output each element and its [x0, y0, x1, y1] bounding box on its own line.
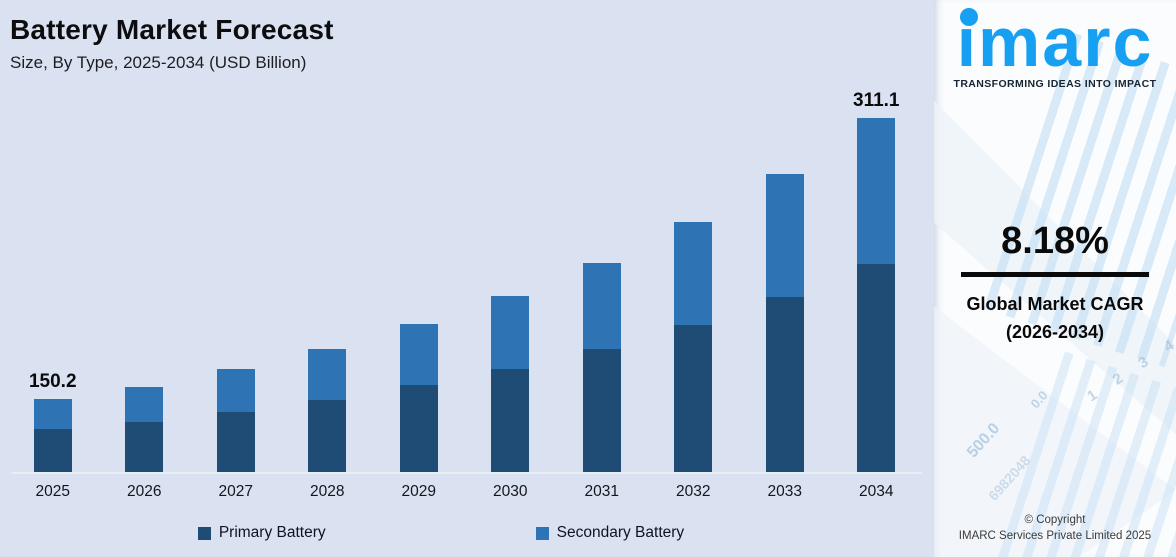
secondary-segment-2032 [674, 222, 713, 325]
secondary-segment-2028 [308, 349, 347, 400]
x-tick-2028: 2028 [310, 483, 345, 500]
primary-segment-2027 [216, 412, 255, 473]
bar-value-label-2034: 311.1 [853, 90, 900, 111]
stacked-bar-2034 [857, 118, 896, 473]
chart-subtitle: Size, By Type, 2025-2034 (USD Billion) [10, 53, 307, 72]
copyright: © Copyright IMARC Services Private Limit… [934, 512, 1176, 545]
secondary-segment-2029 [399, 324, 438, 385]
stacked-bar-2032 [674, 222, 713, 473]
bar-slot-2025: 150.2 [7, 102, 99, 473]
bar-slot-2033 [739, 102, 831, 473]
primary-segment-2025 [33, 429, 72, 473]
primary-segment-2029 [399, 385, 438, 473]
bar-slot-2026 [99, 102, 191, 473]
secondary-segment-2025 [33, 399, 72, 429]
x-tick-2025: 2025 [35, 483, 70, 500]
chart-header: Battery Market Forecast Size, By Type, 2… [10, 14, 334, 73]
secondary-segment-2027 [216, 369, 255, 412]
primary-segment-2032 [674, 325, 713, 473]
stacked-bar-2031 [582, 263, 621, 473]
x-axis-line [12, 472, 922, 474]
secondary-segment-2033 [765, 174, 804, 297]
bar-value-label-2025: 150.2 [28, 371, 77, 392]
chart-legend: Primary Battery Secondary Battery [0, 524, 908, 542]
x-tick-2031: 2031 [584, 483, 619, 500]
logo-text: ımarc [956, 3, 1154, 81]
stacked-bar-2033 [765, 174, 804, 473]
primary-segment-2033 [765, 297, 804, 473]
secondary-segment-2030 [491, 296, 530, 369]
legend-label-secondary: Secondary Battery [556, 524, 685, 541]
x-tick-2032: 2032 [676, 483, 711, 500]
stacked-bar-2029 [399, 324, 438, 473]
primary-battery-swatch-icon [197, 526, 211, 540]
legend-item-secondary: Secondary Battery [535, 524, 685, 542]
bar-slot-2031 [556, 102, 648, 473]
logo-block: ımarc TRANSFORMING IDEAS INTO IMPACT [934, 3, 1176, 90]
cagr-block: 8.18% Global Market CAGR (2026-2034) [934, 220, 1176, 347]
x-tick-2026: 2026 [127, 483, 162, 500]
cagr-underline [961, 272, 1149, 277]
page-title: Battery Market Forecast [10, 14, 334, 45]
x-tick-2033: 2033 [767, 483, 802, 500]
primary-segment-2026 [125, 422, 164, 473]
copyright-line1: © Copyright [1024, 513, 1086, 526]
cagr-value: 8.18% [1001, 220, 1109, 262]
brand-panel: 500.0 0.0 1 2 3 4 6982048 ımarc TRANSFOR… [934, 0, 1176, 557]
x-tick-2034: 2034 [859, 483, 894, 500]
stacked-bar-2026 [125, 387, 164, 473]
stacked-bar-2030 [491, 296, 530, 473]
bar-slot-2027 [190, 102, 282, 473]
watermark-text: 0.0 [1027, 387, 1051, 412]
cagr-label-line2: (2026-2034) [1005, 321, 1105, 342]
stacked-bar-2028 [308, 349, 347, 473]
watermark-text: 6982048 [985, 452, 1034, 504]
primary-segment-2034 [857, 264, 896, 473]
bar-slot-2028 [282, 102, 374, 473]
secondary-segment-2031 [582, 263, 621, 349]
bar-slot-2032 [648, 102, 740, 473]
x-tick-2027: 2027 [218, 483, 253, 500]
secondary-segment-2034 [857, 118, 896, 264]
x-tick-2029: 2029 [401, 483, 436, 500]
primary-segment-2028 [308, 400, 347, 473]
bar-slot-2034: 311.1 [831, 90, 923, 473]
logo-dot-icon [959, 8, 978, 26]
legend-item-primary: Primary Battery [197, 524, 326, 542]
bar-slot-2029 [373, 102, 465, 473]
copyright-line2: IMARC Services Private Limited 2025 [958, 530, 1152, 543]
x-tick-2030: 2030 [493, 483, 528, 500]
legend-label-primary: Primary Battery [218, 524, 326, 541]
stacked-bar-2027 [216, 369, 255, 473]
primary-segment-2030 [491, 369, 530, 473]
chart-panel: Battery Market Forecast Size, By Type, 2… [0, 14, 923, 542]
bar-slot-2030 [465, 102, 557, 473]
logo-tagline: TRANSFORMING IDEAS INTO IMPACT [953, 77, 1157, 90]
stacked-bar-2025 [33, 399, 72, 473]
primary-segment-2031 [582, 349, 621, 473]
secondary-segment-2026 [125, 387, 164, 422]
secondary-battery-swatch-icon [535, 526, 549, 540]
imarc-logo: ımarc [956, 3, 1154, 81]
plot-area: 150.2 311.1 [7, 90, 923, 473]
x-axis-labels: 2025 2026 2027 2028 2029 2030 2031 2032 2033 2034 [7, 483, 922, 501]
watermark-text: 500.0 [963, 420, 1004, 462]
cagr-label-line1: Global Market CAGR [966, 294, 1144, 314]
